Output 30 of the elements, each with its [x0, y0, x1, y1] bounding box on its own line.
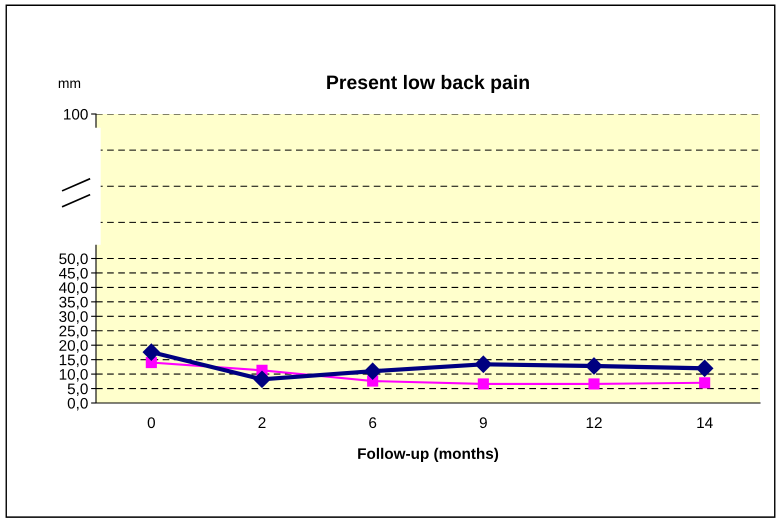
x-tick-label: 2: [258, 417, 266, 428]
y-tick-label: 5,0: [68, 383, 88, 396]
x-axis-title: Follow-up (months): [358, 448, 498, 462]
point: [696, 360, 714, 377]
point: [364, 362, 382, 380]
y-tick-label: 45,0: [58, 268, 88, 280]
y-tick-label: 100: [64, 108, 88, 120]
point: [585, 357, 603, 375]
x-tick-label: 6: [369, 417, 376, 428]
x-tick-label: 9: [480, 417, 487, 428]
y-tick-label: 10,0: [60, 368, 88, 382]
x-tick-label: 0: [148, 417, 155, 428]
point: [253, 370, 271, 388]
y-tick-label: 25,0: [59, 326, 88, 338]
y-tick-label: 20,0: [59, 340, 88, 353]
y-tick-label: 50,0: [59, 253, 88, 266]
y-axis-title: mm: [58, 80, 80, 88]
point: [142, 344, 160, 361]
point: [588, 378, 600, 390]
point: [478, 378, 489, 390]
y-tick-label: 0,0: [68, 398, 88, 410]
x-tick-label: 12: [586, 417, 602, 428]
y-tick-label: 35,0: [59, 296, 88, 310]
point: [699, 377, 710, 388]
point: [474, 356, 492, 373]
y-tick-label: 40,0: [58, 282, 88, 295]
y-tick-label: 30,0: [59, 311, 88, 324]
chart-title: Present low back pain: [327, 74, 529, 94]
x-tick-label: 14: [697, 417, 713, 428]
y-tick-label: 15,0: [60, 354, 88, 368]
